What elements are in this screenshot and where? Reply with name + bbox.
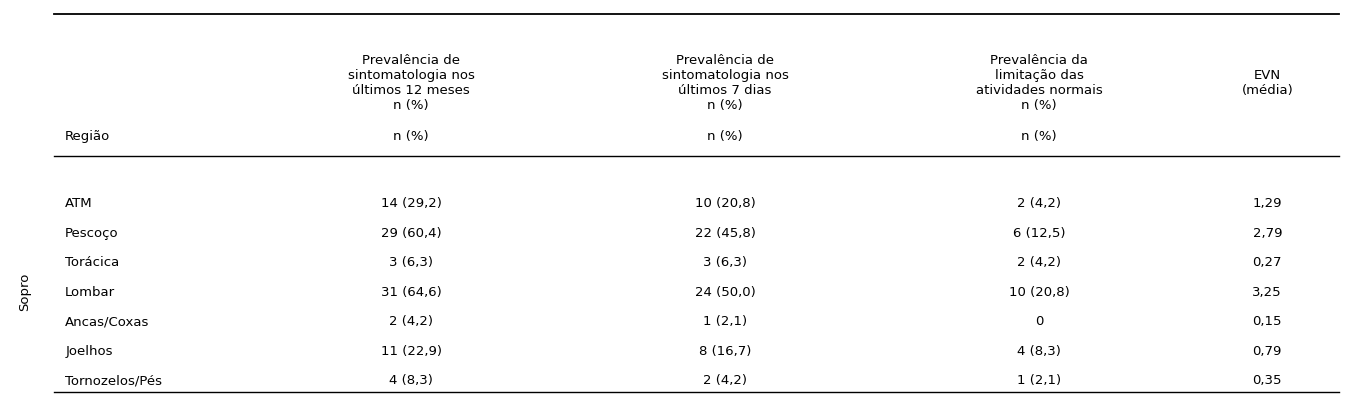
Text: 2 (4,2): 2 (4,2): [1017, 197, 1061, 210]
Text: 4 (8,3): 4 (8,3): [389, 375, 434, 388]
Text: 2 (4,2): 2 (4,2): [703, 375, 747, 388]
Text: EVN
(média): EVN (média): [1241, 69, 1294, 97]
Text: Lombar: Lombar: [65, 286, 116, 299]
Text: Pescoço: Pescoço: [65, 226, 118, 239]
Text: 1 (2,1): 1 (2,1): [1017, 375, 1061, 388]
Text: ATM: ATM: [65, 197, 92, 210]
Text: 14 (29,2): 14 (29,2): [381, 197, 442, 210]
Text: 0: 0: [1034, 315, 1044, 328]
Text: Ancas/Coxas: Ancas/Coxas: [65, 315, 149, 328]
Text: Torácica: Torácica: [65, 256, 120, 269]
Text: Sopro: Sopro: [18, 273, 31, 311]
Text: 6 (12,5): 6 (12,5): [1012, 226, 1065, 239]
Text: 4 (8,3): 4 (8,3): [1017, 345, 1061, 358]
Text: 0,15: 0,15: [1253, 315, 1282, 328]
Text: 3 (6,3): 3 (6,3): [703, 256, 747, 269]
Text: 0,79: 0,79: [1253, 345, 1282, 358]
Text: 1 (2,1): 1 (2,1): [703, 315, 747, 328]
Text: 10 (20,8): 10 (20,8): [694, 197, 756, 210]
Text: Prevalência de
sintomatologia nos
últimos 7 dias
n (%): Prevalência de sintomatologia nos último…: [662, 54, 788, 112]
Text: 3 (6,3): 3 (6,3): [389, 256, 434, 269]
Text: 11 (22,9): 11 (22,9): [381, 345, 442, 358]
Text: 0,27: 0,27: [1253, 256, 1282, 269]
Text: Joelhos: Joelhos: [65, 345, 113, 358]
Text: 2 (4,2): 2 (4,2): [389, 315, 434, 328]
Text: 1,29: 1,29: [1253, 197, 1282, 210]
Text: Região: Região: [65, 131, 110, 143]
Text: 8 (16,7): 8 (16,7): [699, 345, 752, 358]
Text: 2,79: 2,79: [1253, 226, 1282, 239]
Text: Tornozelos/Pés: Tornozelos/Pés: [65, 375, 162, 388]
Text: 3,25: 3,25: [1253, 286, 1282, 299]
Text: Prevalência de
sintomatologia nos
últimos 12 meses
n (%): Prevalência de sintomatologia nos último…: [348, 54, 474, 112]
Text: 22 (45,8): 22 (45,8): [694, 226, 756, 239]
Text: 10 (20,8): 10 (20,8): [1008, 286, 1070, 299]
Text: 31 (64,6): 31 (64,6): [381, 286, 442, 299]
Text: Prevalência da
limitação das
atividades normais
n (%): Prevalência da limitação das atividades …: [976, 54, 1102, 112]
Text: 24 (50,0): 24 (50,0): [694, 286, 756, 299]
Text: n (%): n (%): [707, 131, 743, 143]
Text: n (%): n (%): [393, 131, 429, 143]
Text: n (%): n (%): [1021, 131, 1057, 143]
Text: 29 (60,4): 29 (60,4): [381, 226, 442, 239]
Text: 2 (4,2): 2 (4,2): [1017, 256, 1061, 269]
Text: 0,35: 0,35: [1253, 375, 1282, 388]
